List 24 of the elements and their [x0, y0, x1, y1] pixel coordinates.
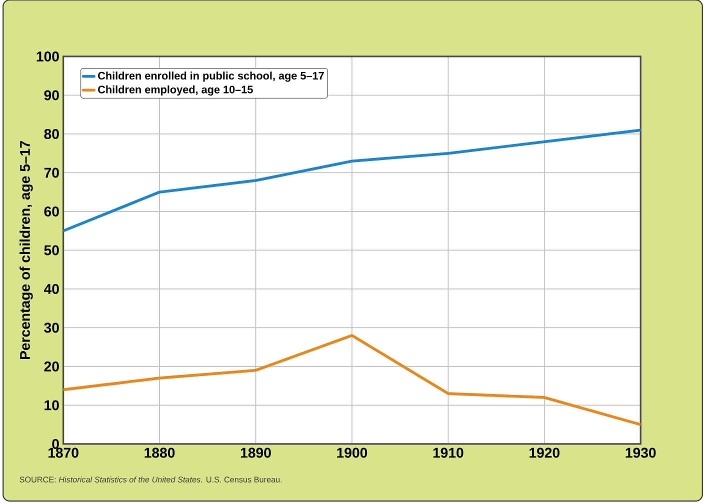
line-series	[63, 128, 641, 232]
line-series	[63, 334, 641, 426]
y-tick-label: 50	[44, 245, 59, 256]
legend-label: Children enrolled in public school, age 5–17	[98, 72, 324, 82]
y-axis-title: Percentage of children, age 5–17	[20, 141, 33, 359]
y-tick-label: 30	[44, 322, 59, 333]
y-tick-label: 20	[44, 361, 59, 372]
legend-label: Children employed, age 10–15	[98, 85, 253, 96]
y-tick-label: 100	[36, 51, 59, 62]
y-tick-label: 40	[44, 284, 59, 294]
y-tick-label: 60	[44, 206, 59, 216]
x-tick-label: 1900	[337, 448, 368, 458]
x-tick-label: 1880	[144, 448, 175, 458]
y-tick-label: 70	[44, 168, 59, 178]
x-tick-label: 1920	[530, 448, 560, 458]
y-tick-label: 10	[44, 400, 59, 410]
y-tick-label: 80	[44, 128, 59, 139]
x-tick-label: 1910	[433, 448, 464, 458]
source-note: SOURCE: Historical Statistics of the United States. U.S. Census Bureau.	[20, 476, 282, 482]
y-tick-label: 0	[52, 438, 59, 449]
y-tick-label: 90	[44, 90, 59, 100]
x-tick-label: 1930	[626, 448, 656, 458]
x-tick-label: 1870	[48, 448, 78, 458]
x-tick-label: 1890	[240, 448, 271, 458]
